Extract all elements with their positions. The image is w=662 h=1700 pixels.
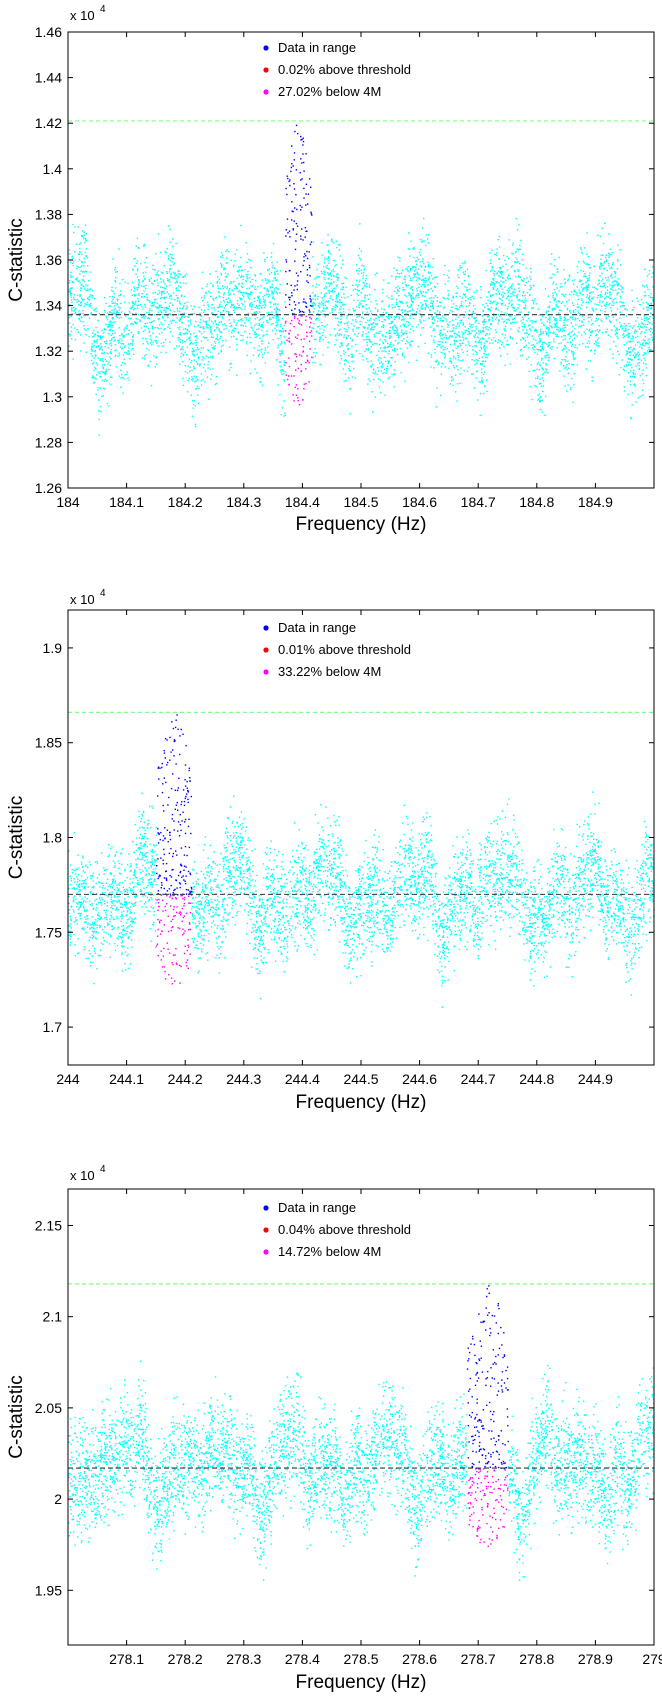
y-multiplier-exponent: 4: [100, 4, 106, 15]
y-tick-label: 2.1: [43, 1309, 63, 1325]
y-tick-label: 1.26: [35, 480, 62, 496]
x-tick-label: 279: [642, 1651, 662, 1667]
y-axis-label: C-statistic: [6, 1375, 27, 1458]
x-tick-label: 244.2: [168, 1071, 203, 1087]
x-tick-label: 244.6: [402, 1071, 437, 1087]
x-tick-label: 278.6: [402, 1651, 437, 1667]
x-tick-label: 278.3: [226, 1651, 261, 1667]
x-tick-label: 244.8: [519, 1071, 554, 1087]
scatter-points: [68, 125, 655, 436]
y-tick-label: 1.46: [35, 24, 62, 40]
x-tick-label: 244.4: [285, 1071, 320, 1087]
legend-label: Data in range: [278, 40, 356, 55]
x-tick-label: 184: [56, 494, 80, 510]
x-tick-label: 184.8: [519, 494, 554, 510]
x-tick-label: 278.9: [578, 1651, 613, 1667]
x-axis-label: Frequency (Hz): [296, 1672, 427, 1693]
y-tick-label: 1.75: [35, 924, 62, 940]
x-tick-label: 244.5: [343, 1071, 378, 1087]
y-tick-label: 1.42: [35, 115, 62, 131]
legend-label: 0.02% above threshold: [278, 62, 411, 77]
x-axis-label: Frequency (Hz): [296, 1092, 427, 1113]
y-tick-label: 1.8: [43, 830, 63, 846]
x-tick-label: 184.2: [168, 494, 203, 510]
x-tick-label: 278.7: [461, 1651, 496, 1667]
x-tick-label: 278.1: [109, 1651, 144, 1667]
x-tick-label: 244.9: [578, 1071, 613, 1087]
y-multiplier: x 10: [70, 592, 95, 607]
x-tick-label: 184.6: [402, 494, 437, 510]
scatter-points: [68, 1285, 655, 1581]
y-multiplier: x 10: [70, 1168, 95, 1183]
x-tick-label: 278.5: [343, 1651, 378, 1667]
legend-marker: [263, 669, 268, 674]
x-tick-label: 278.4: [285, 1651, 320, 1667]
y-tick-label: 1.9: [43, 640, 63, 656]
y-tick-label: 1.95: [35, 1582, 62, 1598]
x-tick-label: 184.9: [578, 494, 613, 510]
legend-label: 0.01% above threshold: [278, 642, 411, 657]
y-tick-label: 1.3: [43, 389, 63, 405]
x-tick-label: 184.4: [285, 494, 320, 510]
legend-marker: [263, 1227, 268, 1232]
y-multiplier-exponent: 4: [100, 588, 106, 599]
legend-marker: [263, 625, 268, 630]
x-tick-label: 184.1: [109, 494, 144, 510]
legend-label: 27.02% below 4M: [278, 84, 381, 99]
chart-panel-1: 184 184.1 184.2 184.3 184.4 184.5 184.6 184.7 18…: [6, 4, 655, 535]
x-tick-label: 244.7: [461, 1071, 496, 1087]
y-tick-label: 1.38: [35, 206, 62, 222]
y-tick-label: 1.28: [35, 434, 62, 450]
y-tick-label: 1.85: [35, 735, 62, 751]
x-tick-label: 278.2: [168, 1651, 203, 1667]
legend-label: 33.22% below 4M: [278, 664, 381, 679]
legend-marker: [263, 1249, 268, 1254]
chart-panel-3: 278.1 278.2 278.3 278.4 278.5 278.6 278.7 278.8…: [6, 1164, 662, 1693]
y-tick-label: 1.36: [35, 252, 62, 268]
legend-marker: [263, 67, 268, 72]
y-tick-label: 1.4: [43, 161, 63, 177]
y-tick-label: 1.7: [43, 1019, 63, 1035]
legend-label: 14.72% below 4M: [278, 1244, 381, 1259]
y-tick-label: 1.44: [35, 70, 62, 86]
legend-marker: [263, 45, 268, 50]
x-tick-label: 244: [56, 1071, 80, 1087]
legend-marker: [263, 89, 268, 94]
x-tick-label: 244.1: [109, 1071, 144, 1087]
legend-label: 0.04% above threshold: [278, 1222, 411, 1237]
legend-label: Data in range: [278, 1200, 356, 1215]
x-tick-label: 184.3: [226, 494, 261, 510]
y-tick-label: 1.32: [35, 343, 62, 359]
y-multiplier: x 10: [70, 8, 95, 23]
legend-marker: [263, 1205, 268, 1210]
x-tick-label: 278.8: [519, 1651, 554, 1667]
x-tick-label: 184.7: [461, 494, 496, 510]
chart-panel-2: 244 244.1 244.2 244.3 244.4 244.5 244.6 244.7 24…: [6, 588, 655, 1113]
legend-marker: [263, 647, 268, 652]
y-tick-label: 2.05: [35, 1400, 62, 1416]
scatter-points: [68, 714, 655, 1008]
y-axis-label: C-statistic: [6, 796, 27, 879]
y-tick-label: 1.34: [35, 298, 62, 314]
y-tick-label: 2.15: [35, 1217, 62, 1233]
x-tick-label: 184.5: [343, 494, 378, 510]
legend-label: Data in range: [278, 620, 356, 635]
y-multiplier-exponent: 4: [100, 1164, 106, 1175]
y-axis-label: C-statistic: [6, 218, 27, 301]
x-axis-label: Frequency (Hz): [296, 514, 427, 535]
y-tick-label: 2: [54, 1491, 62, 1507]
x-tick-label: 244.3: [226, 1071, 261, 1087]
